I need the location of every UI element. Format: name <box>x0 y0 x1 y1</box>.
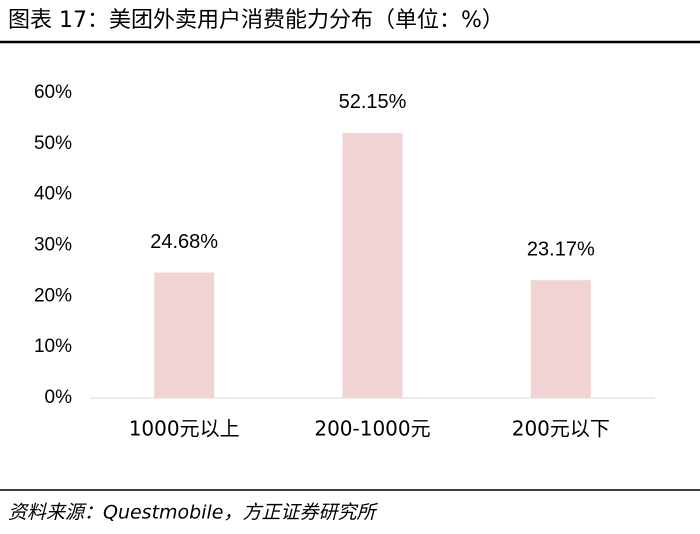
x-tick-label: 200元以下 <box>512 417 610 441</box>
y-tick-label: 20% <box>34 285 72 306</box>
y-tick-label: 0% <box>45 387 73 408</box>
y-tick-label: 50% <box>34 133 72 154</box>
value-label: 24.68% <box>150 231 218 253</box>
value-label: 52.15% <box>339 91 407 113</box>
bar <box>154 272 215 398</box>
y-tick-label: 40% <box>34 184 72 205</box>
x-tick-label: 1000元以上 <box>129 417 240 441</box>
y-tick-label: 60% <box>34 82 72 103</box>
y-tick-label: 30% <box>34 235 72 256</box>
value-label: 23.17% <box>527 239 595 261</box>
chart-title: 图表 17：美团外卖用户消费能力分布（单位：%） <box>8 8 504 33</box>
x-tick-label: 200-1000元 <box>314 417 430 441</box>
y-tick-label: 10% <box>34 336 72 357</box>
bar <box>530 280 591 398</box>
bar <box>342 132 403 398</box>
source-note: 资料来源：Questmobile，方正证券研究所 <box>8 502 378 524</box>
